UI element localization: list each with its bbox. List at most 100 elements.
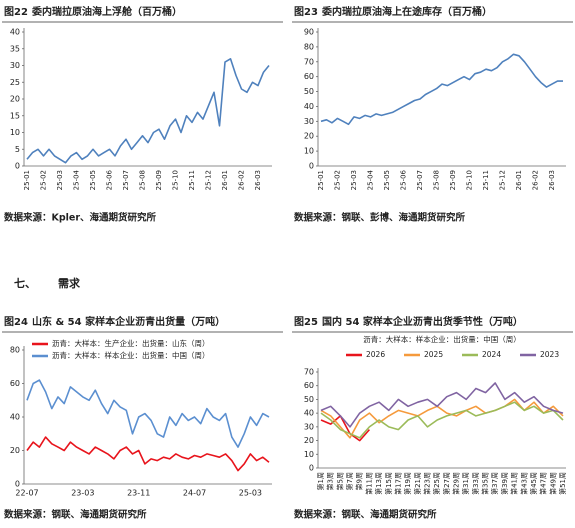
section-title: 需求 (58, 276, 81, 290)
x-tick-label: 第15周 (384, 472, 393, 495)
legend-label: 沥青：大样本：生产企业：出货量：山东（周） (52, 338, 210, 348)
x-tick-label: 第27周 (442, 472, 451, 495)
x-tick-label: 第37周 (490, 472, 499, 495)
y-tick-label: 80 (10, 346, 20, 355)
x-tick-label: 第51周 (558, 472, 567, 495)
y-tick-label: 60 (10, 379, 20, 388)
x-tick-label: 25-02 (40, 170, 48, 190)
series-line (320, 401, 564, 439)
figure-label: 图23 (294, 6, 318, 18)
x-tick-label: 25-09 (155, 170, 163, 190)
figure-label: 图24 (4, 316, 28, 328)
figure-source: 数据来源：钢联、彭博、海通期货研究所 (293, 212, 466, 224)
y-tick-label: 10 (304, 450, 314, 459)
legend-label: 沥青：大样本：样本企业：出货量：中国（周） (52, 350, 210, 360)
x-tick-label: 26-02 (532, 170, 540, 190)
x-tick-label: 24-07 (183, 489, 206, 498)
x-tick-label: 25-06 (106, 169, 114, 190)
y-tick-label: 35 (10, 44, 20, 53)
section-number: 七、 (14, 276, 36, 290)
x-tick-label: 第9周 (355, 472, 364, 490)
legend-label: 2025 (424, 350, 443, 359)
y-tick-label: 0 (15, 162, 20, 171)
series-line (320, 415, 371, 442)
x-tick-label: 第17周 (393, 472, 402, 495)
x-tick-label: 第23周 (422, 472, 431, 495)
figure-source: 数据来源：钢联、海通期货研究所 (3, 509, 147, 521)
x-tick-label: 25-09 (449, 170, 457, 190)
x-tick-label: 第25周 (432, 472, 441, 495)
y-tick-label: 0 (309, 162, 314, 171)
x-tick-label: 25-05 (89, 170, 97, 190)
y-tick-label: 50 (304, 87, 314, 96)
figure-title: 国内 54 家样本企业沥青出货季节性（万吨） (322, 315, 523, 328)
x-tick-label: 25-04 (73, 169, 81, 190)
x-tick-label: 第33周 (471, 472, 480, 495)
y-tick-label: 0 (309, 464, 314, 473)
series-line (320, 53, 563, 126)
y-tick-label: 5 (15, 145, 20, 154)
figure-title: 委内瑞拉原油海上浮舱（百万桶） (31, 5, 182, 18)
x-tick-label: 25-11 (188, 170, 196, 190)
x-tick-label: 25-03 (56, 170, 64, 190)
x-tick-label: 22-07 (15, 489, 38, 498)
y-tick-label: 40 (10, 28, 20, 37)
chart-subtitle: 沥青：大样本：样本企业：出货量：中国（周） (363, 334, 521, 344)
x-tick-label: 第47周 (539, 472, 548, 495)
x-tick-label: 第21周 (413, 472, 422, 495)
y-tick-label: 50 (304, 395, 314, 404)
y-tick-label: 25 (10, 78, 20, 87)
y-tick-label: 80 (304, 42, 314, 51)
series-line (26, 58, 270, 164)
x-tick-label: 第29周 (452, 472, 461, 495)
x-tick-label: 第3周 (326, 472, 335, 490)
x-tick-label: 第49周 (548, 472, 557, 495)
figure-source: 数据来源：Kpler、海通期货研究所 (3, 212, 157, 224)
legend-label: 2024 (482, 350, 501, 359)
y-tick-label: 20 (10, 95, 20, 104)
y-tick-label: 20 (10, 446, 20, 455)
x-tick-label: 23-11 (127, 489, 150, 498)
figure-label: 图22 (4, 6, 28, 18)
x-tick-label: 25-08 (139, 170, 147, 190)
figure-label: 图25 (294, 316, 318, 328)
x-tick-label: 第39周 (500, 472, 509, 495)
y-tick-label: 40 (304, 409, 314, 418)
x-tick-label: 25-04 (367, 169, 375, 190)
series-line (26, 379, 270, 448)
x-tick-label: 25-11 (482, 170, 490, 190)
y-tick-label: 70 (304, 57, 314, 66)
x-tick-label: 第41周 (510, 472, 519, 495)
y-tick-label: 10 (10, 128, 20, 137)
y-tick-label: 30 (304, 422, 314, 431)
figure-title: 委内瑞拉原油海上在途库存（百万桶） (321, 5, 492, 18)
x-tick-label: 第35周 (481, 472, 490, 495)
x-tick-label: 25-05 (383, 170, 391, 190)
x-tick-label: 第43周 (519, 472, 528, 495)
x-tick-label: 23-03 (71, 489, 94, 498)
legend-label: 2026 (366, 350, 385, 359)
x-tick-label: 第5周 (335, 472, 344, 490)
x-tick-label: 25-10 (172, 170, 180, 190)
x-tick-label: 25-06 (400, 169, 408, 190)
x-tick-label: 第7周 (345, 472, 354, 490)
legend-label: 2023 (540, 350, 559, 359)
y-tick-label: 90 (304, 28, 314, 37)
y-tick-label: 60 (304, 72, 314, 81)
y-tick-label: 60 (304, 381, 314, 390)
x-tick-label: 25-10 (466, 170, 474, 190)
y-tick-label: 30 (10, 61, 20, 70)
x-tick-label: 25-03 (239, 489, 262, 498)
y-tick-label: 40 (10, 413, 20, 422)
x-tick-label: 第45周 (529, 472, 538, 495)
figure-source: 数据来源：钢联、海通期货研究所 (293, 509, 437, 521)
y-tick-label: 20 (304, 132, 314, 141)
y-tick-label: 20 (304, 436, 314, 445)
y-tick-label: 10 (304, 147, 314, 156)
x-tick-label: 25-12 (499, 170, 507, 190)
series-line (320, 382, 564, 428)
y-tick-label: 0 (15, 480, 20, 489)
y-tick-label: 30 (304, 117, 314, 126)
series-line (26, 436, 270, 472)
